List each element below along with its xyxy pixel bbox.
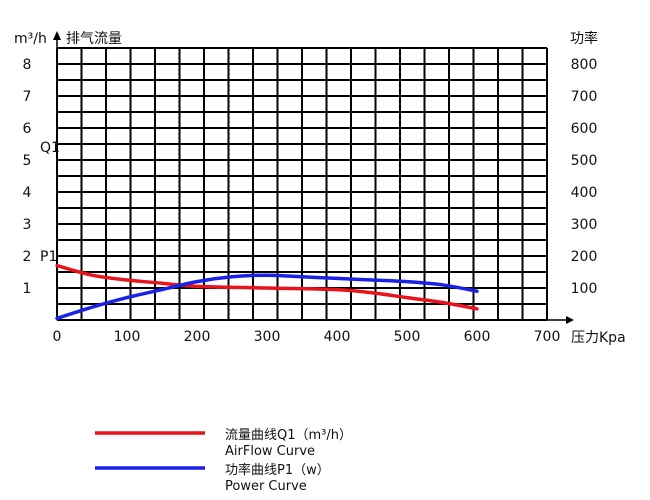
x-tick-label: 200	[184, 329, 211, 345]
y-right-tick-label: 800	[571, 57, 598, 73]
y-right-tick-label: 500	[571, 153, 598, 169]
annotation-p1: P1	[40, 249, 57, 265]
x-tick-label: 500	[394, 329, 421, 345]
left-axis-title: 排气流量	[66, 31, 122, 47]
y-left-tick-label: 8	[23, 57, 32, 73]
y-right-tick-label: 600	[571, 121, 598, 137]
annotation-q1: Q1	[40, 140, 60, 156]
legend-label-power-en: Power Curve	[225, 479, 307, 494]
x-tick-label: 100	[114, 329, 141, 345]
x-tick-label: 600	[464, 329, 491, 345]
y-left-tick-label: 6	[23, 121, 32, 137]
chart-axes: 0 100 200 300 400 500 600 700 1 2 3 4 5 6 7 8 100 200 300 4…	[23, 31, 598, 345]
y-right-tick-label: 200	[571, 249, 598, 265]
y-right-tick-label: 700	[571, 89, 598, 105]
y-left-tick-label: 2	[23, 249, 32, 265]
x-axis-title: 压力Kpa	[571, 330, 626, 346]
y-left-tick-label: 5	[23, 153, 32, 169]
legend-label-airflow: 流量曲线Q1（m³/h）	[225, 428, 352, 443]
y-left-tick-label: 7	[23, 89, 32, 105]
series-line-power	[55, 273, 479, 321]
left-axis-unit: m³/h	[14, 31, 47, 47]
legend-label-airflow-en: AirFlow Curve	[225, 444, 315, 459]
x-tick-label: 400	[324, 329, 351, 345]
x-tick-label: 300	[254, 329, 281, 345]
y-right-tick-label: 400	[571, 185, 598, 201]
y-left-tick-label: 3	[23, 217, 32, 233]
x-tick-label: 700	[534, 329, 561, 345]
x-axis-arrow	[566, 316, 574, 324]
y-left-tick-label: 4	[23, 185, 32, 201]
series-line-airflow	[55, 263, 479, 311]
y-left-tick-label: 1	[23, 281, 32, 297]
legend-label-power: 功率曲线P1（w）	[225, 462, 330, 478]
chart-series	[55, 263, 479, 321]
y-right-tick-label: 100	[571, 281, 598, 297]
legend: 流量曲线Q1（m³/h） AirFlow Curve 功率曲线P1（w） Pow…	[95, 428, 352, 494]
right-axis-title: 功率	[570, 30, 598, 47]
y-axis-arrow	[53, 31, 61, 40]
x-tick-label: 0	[53, 329, 62, 345]
y-right-tick-label: 300	[571, 217, 598, 233]
